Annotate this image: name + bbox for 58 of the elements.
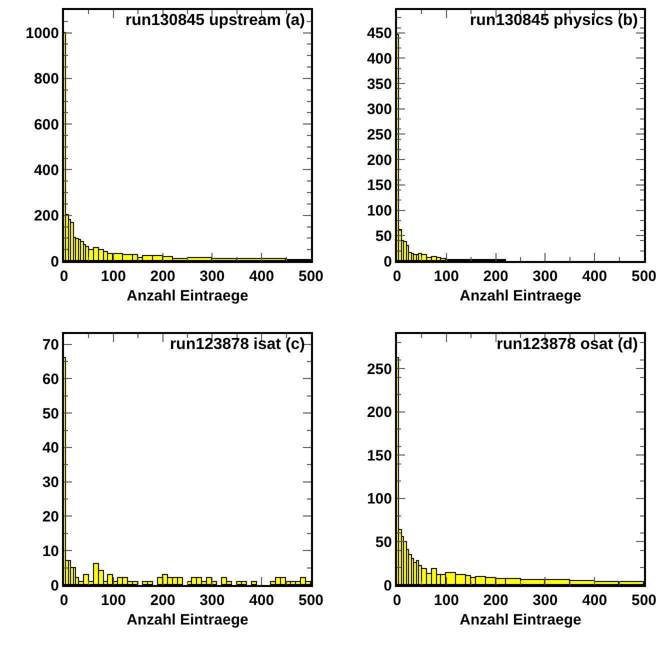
- x-tick-label: 300: [200, 592, 225, 609]
- x-tick-label: 400: [582, 268, 608, 285]
- y-tick-label: 250: [366, 126, 392, 144]
- y-tick-label: 30: [42, 474, 59, 492]
- y-tick-label: 100: [366, 202, 392, 220]
- y-tick-label: 20: [42, 508, 59, 526]
- y-tick-label: 150: [366, 447, 392, 464]
- x-axis-title: Anzahl Eintraege: [126, 612, 248, 628]
- x-tick-label: 400: [249, 592, 274, 609]
- y-tick-label: 0: [384, 253, 392, 270]
- x-tick-label: 500: [631, 268, 657, 285]
- y-tick-label: 600: [34, 116, 59, 134]
- x-tick-label: 100: [434, 592, 459, 609]
- x-tick-label: 100: [100, 268, 126, 285]
- x-axis-title: Anzahl Eintraege: [460, 288, 582, 304]
- y-tick-label: 0: [50, 577, 59, 594]
- y-tick-label: 350: [366, 76, 392, 93]
- y-tick-label: 40: [42, 440, 59, 457]
- y-tick-label: 200: [366, 152, 392, 169]
- x-tick-label: 100: [434, 268, 459, 285]
- x-tick-label: 500: [631, 592, 657, 609]
- y-tick-label: 400: [366, 50, 392, 68]
- y-tick-label: 10: [42, 542, 59, 560]
- x-tick-label: 200: [150, 268, 176, 285]
- y-tick-label: 50: [42, 405, 59, 422]
- y-tick-label: 250: [366, 360, 392, 378]
- x-tick-label: 500: [298, 268, 324, 285]
- y-tick-label: 50: [375, 228, 392, 245]
- x-tick-label: 200: [483, 268, 508, 285]
- y-tick-label: 1000: [26, 25, 59, 42]
- y-tick-label: 200: [366, 404, 392, 422]
- chart-title: run130845 physics (b): [470, 12, 638, 30]
- chart-title: run130845 upstream (a): [125, 12, 305, 30]
- x-tick-label: 100: [100, 592, 126, 609]
- y-tick-label: 0: [50, 253, 59, 270]
- y-tick-label: 60: [42, 370, 59, 388]
- y-tick-label: 100: [366, 490, 392, 508]
- y-tick-label: 0: [384, 577, 392, 594]
- x-tick-label: 300: [532, 268, 558, 285]
- x-tick-label: 400: [582, 592, 608, 609]
- x-tick-label: 300: [200, 268, 225, 285]
- x-tick-label: 300: [532, 592, 558, 609]
- x-tick-label: 400: [249, 268, 274, 285]
- y-tick-label: 70: [42, 336, 59, 354]
- y-tick-label: 300: [366, 101, 392, 118]
- y-tick-label: 150: [366, 177, 392, 194]
- y-tick-label: 400: [34, 162, 59, 179]
- chart-title: run123878 osat (d): [496, 336, 638, 354]
- y-tick-label: 450: [366, 25, 392, 42]
- x-tick-label: 200: [150, 592, 176, 609]
- y-tick-label: 800: [34, 70, 59, 88]
- y-tick-label: 200: [34, 208, 59, 225]
- x-axis-title: Anzahl Eintraege: [126, 288, 248, 304]
- chart-title: run123878 isat (c): [170, 336, 305, 354]
- y-tick-label: 50: [375, 534, 392, 551]
- x-tick-label: 500: [298, 592, 324, 609]
- x-tick-label: 200: [483, 592, 508, 609]
- x-axis-title: Anzahl Eintraege: [460, 612, 582, 628]
